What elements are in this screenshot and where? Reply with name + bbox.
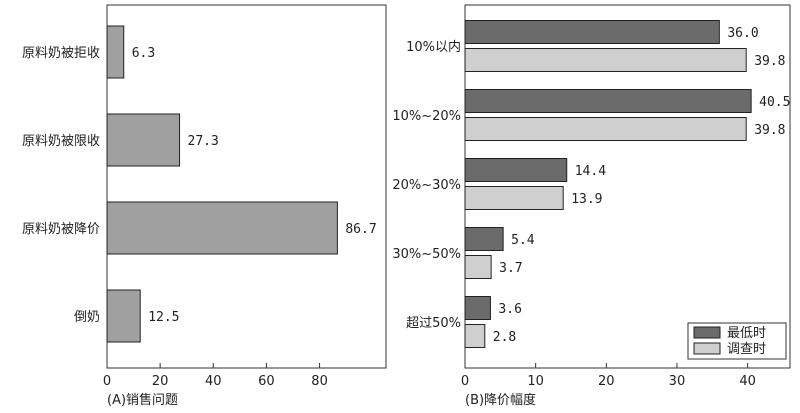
chart-b-category-label: 10%以内	[406, 39, 461, 55]
chart-a-plot-frame	[106, 4, 387, 369]
chart-a-value-label: 12.5	[148, 310, 179, 325]
chart-b-legend-swatch	[693, 342, 721, 355]
chart-b-bar-lowest	[464, 296, 491, 320]
chart-b-legend-label: 最低时	[727, 326, 766, 341]
chart-a-tick-label: 80	[311, 374, 328, 389]
chart-a: 原料奶被拒收 6.3 原料奶被限收 27.3 原料奶被降价 86.7 倒奶 12.5 0 20 40…	[22, 4, 387, 408]
chart-a-tick-label: 20	[152, 374, 169, 389]
chart-a-category-label: 原料奶被限收	[22, 134, 100, 149]
chart-b-bar-lowest	[464, 227, 504, 251]
chart-b-tick-label: 10	[527, 374, 544, 389]
chart-b-value-label: 5.4	[511, 233, 535, 248]
chart-a-bar	[106, 25, 125, 79]
chart-b-tick-label: 20	[598, 374, 615, 389]
chart-b-bar-lowest	[464, 158, 568, 182]
chart-b-category-label: 30%~50%	[392, 247, 461, 262]
chart-b-bar-survey	[464, 48, 747, 72]
chart-b-value-label: 14.4	[575, 164, 606, 179]
chart-a-category-label: 原料奶被拒收	[22, 46, 100, 61]
chart-a-tick-label: 0	[103, 374, 111, 389]
chart-a-tick-label: 60	[258, 374, 275, 389]
chart-b-tick-label: 30	[669, 374, 686, 389]
chart-b-value-label: 39.8	[754, 54, 785, 69]
chart-a-bar	[106, 113, 181, 167]
chart-a-bar	[106, 289, 141, 343]
chart-a-value-label: 6.3	[132, 46, 155, 61]
chart-b-value-label: 3.6	[498, 302, 521, 317]
chart-b-value-label: 13.9	[571, 192, 602, 207]
chart-b-tick-label: 0	[461, 374, 469, 389]
chart-a-bar	[106, 201, 338, 255]
chart-b-category-label: 超过50%	[406, 316, 461, 331]
chart-b-bar-survey	[464, 186, 564, 210]
chart-a-category-label: 倒奶	[74, 310, 100, 325]
chart-b-caption: (B)降价幅度	[465, 392, 536, 408]
chart-b-bar-lowest	[464, 20, 720, 44]
chart-b-legend-swatch	[693, 326, 721, 339]
chart-b-legend-label: 调查时	[727, 342, 766, 357]
chart-b-value-label: 2.8	[493, 330, 516, 345]
chart-b-bar-survey	[464, 255, 492, 279]
chart-b-value-label: 3.7	[499, 261, 522, 276]
chart-a-caption: (A)销售问题	[107, 392, 178, 408]
chart-b-bar-survey	[464, 117, 747, 141]
chart-b-category-label: 20%~30%	[392, 178, 461, 193]
chart-b-value-label: 39.8	[754, 123, 785, 138]
chart-b: 10%以内 36.0 39.8 10%~20% 40.5 39.8 20%~30% 14.4 1…	[392, 4, 791, 408]
chart-a-category-label: 原料奶被降价	[22, 222, 100, 237]
chart-b-tick-label: 40	[739, 374, 756, 389]
chart-a-value-label: 86.7	[345, 222, 376, 237]
chart-b-bar-lowest	[464, 89, 752, 113]
chart-a-tick-label: 40	[205, 374, 222, 389]
chart-b-value-label: 36.0	[727, 26, 758, 41]
chart-b-bar-survey	[464, 324, 486, 348]
chart-b-category-label: 10%~20%	[392, 109, 461, 124]
chart-b-value-label: 40.5	[759, 95, 790, 110]
chart-a-value-label: 27.3	[188, 134, 219, 149]
